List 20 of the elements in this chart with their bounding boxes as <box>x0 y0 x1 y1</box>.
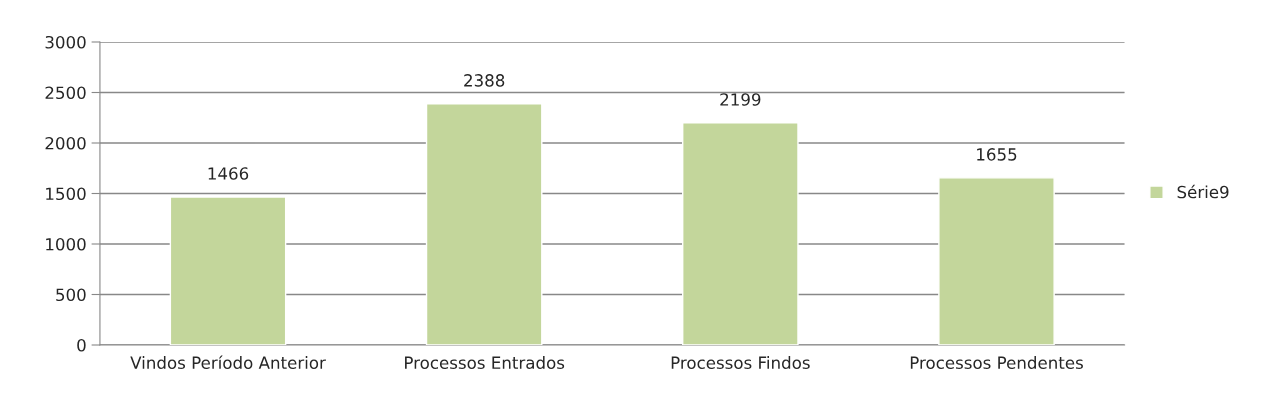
y-tick-label: 1500 <box>46 187 86 201</box>
y-tick-label: 3000 <box>45 35 86 49</box>
data-label: 1466 <box>208 167 249 180</box>
bar <box>169 196 287 345</box>
y-tick-label: 2000 <box>45 136 86 150</box>
data-label: 1655 <box>977 148 1017 161</box>
y-tick-label: 0 <box>77 338 86 352</box>
legend-label: Série9 <box>1177 184 1229 199</box>
data-label: 2388 <box>464 74 505 87</box>
y-tick-label: 1000 <box>46 237 86 251</box>
x-tick-label: Processos Entrados <box>405 356 565 370</box>
x-tick-label: Vindos Período Anterior <box>130 355 326 370</box>
bar <box>682 122 799 345</box>
y-tick-label: 500 <box>56 288 86 302</box>
bar <box>425 103 543 345</box>
x-tick-label: Processos Pendentes <box>910 356 1083 370</box>
bar <box>938 177 1055 345</box>
y-tick-label: 2500 <box>45 86 86 100</box>
x-tick-label: Processos Findos <box>671 356 810 370</box>
data-label: 2199 <box>720 93 761 106</box>
